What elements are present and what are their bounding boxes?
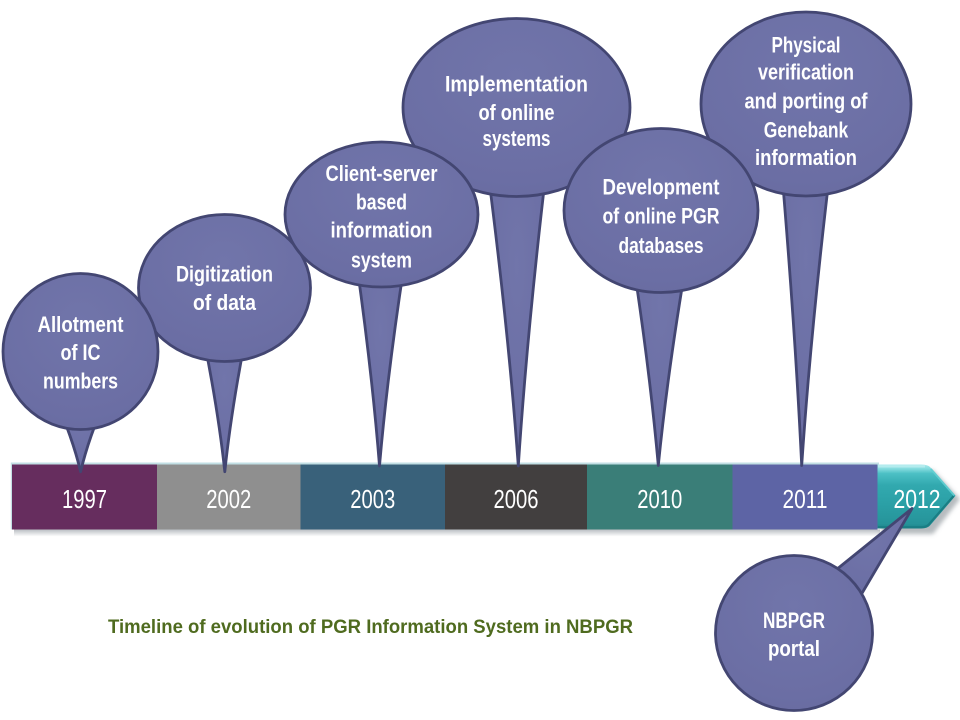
svg-text:NBPGR: NBPGR — [763, 608, 825, 633]
svg-text:Genebank: Genebank — [764, 118, 849, 143]
svg-text:of IC: of IC — [61, 340, 101, 365]
svg-text:systems: systems — [483, 126, 551, 151]
svg-text:system: system — [351, 247, 412, 272]
svg-text:information: information — [755, 145, 857, 170]
svg-text:2012: 2012 — [894, 484, 941, 514]
svg-text:Physical: Physical — [772, 33, 841, 58]
svg-text:verification: verification — [758, 60, 854, 85]
svg-text:databases: databases — [619, 233, 704, 258]
svg-text:of online: of online — [479, 100, 555, 125]
svg-text:of online PGR: of online PGR — [603, 204, 720, 229]
svg-text:based: based — [356, 190, 407, 215]
svg-text:1997: 1997 — [62, 484, 107, 514]
svg-text:information: information — [331, 218, 433, 243]
svg-text:2003: 2003 — [350, 484, 395, 514]
svg-text:Implementation: Implementation — [445, 72, 588, 97]
svg-text:of data: of data — [193, 290, 256, 315]
svg-text:2002: 2002 — [206, 484, 251, 514]
svg-text:2010: 2010 — [637, 484, 682, 514]
svg-text:Client-server: Client-server — [326, 161, 438, 186]
svg-text:portal: portal — [768, 636, 820, 661]
svg-text:Development: Development — [603, 174, 720, 199]
svg-text:numbers: numbers — [43, 369, 118, 394]
svg-text:2011: 2011 — [783, 484, 828, 514]
svg-text:Digitization: Digitization — [176, 262, 273, 287]
svg-text:and porting of: and porting of — [745, 89, 868, 114]
svg-text:Allotment: Allotment — [38, 312, 124, 337]
svg-text:Timeline of evolution of PGR I: Timeline of evolution of PGR Information… — [108, 617, 633, 638]
svg-text:2006: 2006 — [494, 484, 539, 514]
